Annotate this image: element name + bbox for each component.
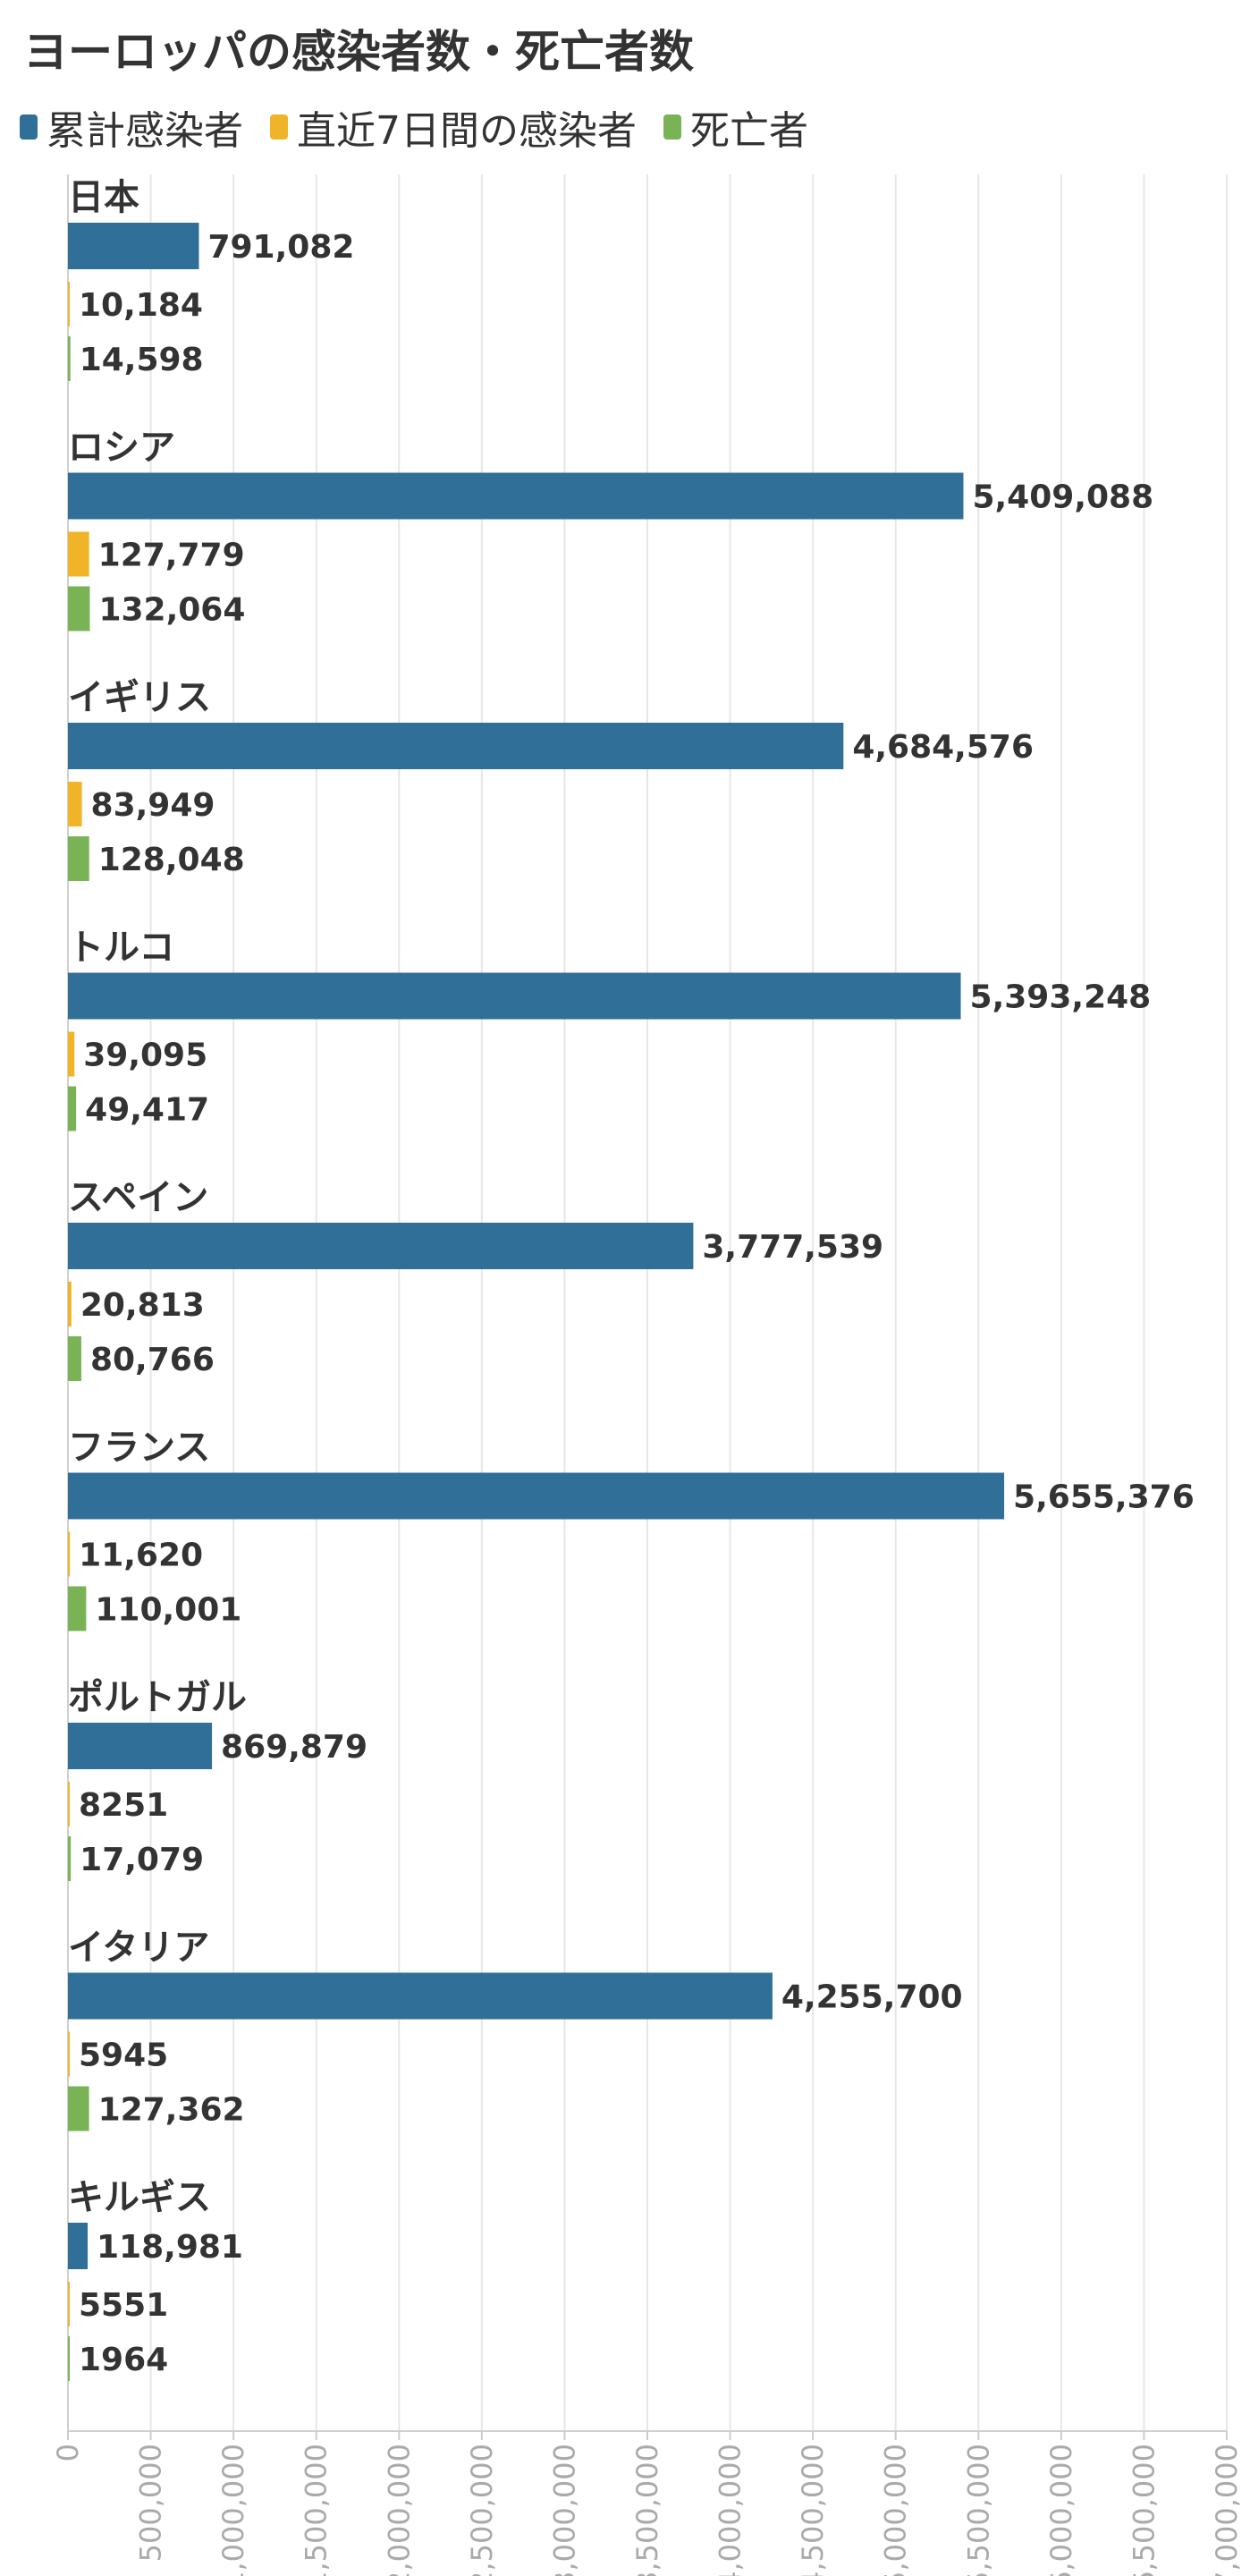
- x-tick-label-4: 2,000,000: [382, 2444, 416, 2576]
- data-label-recent-7: 5945: [79, 2038, 168, 2074]
- legend-label-cumulative: 累計感染者: [46, 108, 243, 154]
- category-label-5: フランス: [68, 1428, 210, 1469]
- bar-cumulative-1[interactable]: [68, 472, 964, 520]
- x-tick-label-11: 5,500,000: [961, 2444, 995, 2576]
- data-label-cumulative-6: 869,879: [221, 1729, 367, 1766]
- data-label-deaths-6: 17,079: [80, 1842, 204, 1878]
- bar-recent-7[interactable]: [68, 2031, 70, 2077]
- bar-cumulative-2[interactable]: [68, 723, 844, 769]
- data-label-deaths-8: 1964: [79, 2342, 168, 2378]
- data-label-cumulative-3: 5,393,248: [970, 979, 1152, 1016]
- category-label-8: キルギス: [68, 2177, 211, 2218]
- chart-title: ヨーロッパの感染者数・死亡者数: [23, 26, 694, 78]
- bar-recent-8[interactable]: [68, 2282, 70, 2326]
- category-label-2: イギリス: [68, 677, 211, 718]
- x-tick-label-2: 1,000,000: [216, 2444, 250, 2576]
- data-label-recent-8: 5551: [79, 2287, 168, 2324]
- bar-recent-2[interactable]: [68, 782, 82, 826]
- data-label-deaths-3: 49,417: [85, 1092, 209, 1129]
- data-label-cumulative-0: 791,082: [207, 229, 354, 266]
- legend-item-cumulative[interactable]: 累計感染者: [20, 98, 243, 156]
- x-tick-label-3: 1,500,000: [300, 2444, 334, 2576]
- data-label-cumulative-4: 3,777,539: [702, 1229, 883, 1266]
- data-label-cumulative-5: 5,655,376: [1013, 1479, 1195, 1516]
- data-label-cumulative-7: 4,255,700: [781, 1979, 963, 2016]
- category-label-1: ロシア: [68, 428, 175, 469]
- legend-swatch-cumulative: [20, 114, 38, 140]
- bar-cumulative-0[interactable]: [68, 223, 199, 269]
- bar-cumulative-4[interactable]: [68, 1223, 694, 1269]
- bar-recent-5[interactable]: [68, 1531, 71, 1577]
- x-tick-label-7: 3,500,000: [630, 2444, 664, 2576]
- x-tick-label-5: 2,500,000: [465, 2444, 499, 2576]
- legend-item-recent-7-days[interactable]: 直近7日間の感染者: [270, 98, 637, 156]
- x-tick-label-14: 7,000,000: [1210, 2444, 1244, 2576]
- category-label-3: トルコ: [68, 928, 174, 969]
- x-tick-label-13: 6,500,000: [1127, 2444, 1161, 2576]
- bar-cumulative-5[interactable]: [68, 1472, 1005, 1520]
- data-label-deaths-4: 80,766: [90, 1342, 215, 1378]
- category-label-0: 日本: [68, 177, 139, 218]
- x-tick-label-8: 4,000,000: [714, 2444, 747, 2576]
- data-label-deaths-1: 132,064: [98, 592, 245, 629]
- data-label-recent-0: 10,184: [79, 287, 203, 324]
- legend: 累計感染者 直近7日間の感染者 死亡者: [20, 98, 808, 156]
- data-label-deaths-7: 127,362: [98, 2092, 245, 2129]
- bar-deaths-3[interactable]: [68, 1086, 77, 1131]
- data-label-cumulative-8: 118,981: [97, 2229, 243, 2266]
- data-label-recent-2: 83,949: [91, 787, 215, 824]
- data-label-cumulative-1: 5,409,088: [972, 479, 1153, 516]
- data-label-cumulative-2: 4,684,576: [852, 729, 1034, 766]
- bar-cumulative-6[interactable]: [68, 1723, 213, 1769]
- x-tick-label-12: 6,000,000: [1044, 2444, 1078, 2576]
- data-label-deaths-5: 110,001: [95, 1592, 241, 1629]
- bar-deaths-1[interactable]: [68, 586, 90, 631]
- data-label-deaths-0: 14,598: [80, 342, 204, 378]
- x-tick-label-6: 3,000,000: [547, 2444, 581, 2576]
- data-label-deaths-2: 128,048: [98, 842, 245, 878]
- bar-cumulative-7[interactable]: [68, 1972, 773, 2020]
- x-tick-label-0: 0: [51, 2444, 85, 2462]
- bar-cumulative-8[interactable]: [68, 2223, 89, 2269]
- bar-deaths-6[interactable]: [68, 1836, 72, 1881]
- bar-deaths-8[interactable]: [68, 2336, 70, 2381]
- category-label-7: イタリア: [68, 1928, 209, 1969]
- bar-recent-1[interactable]: [68, 531, 89, 577]
- bar-recent-3[interactable]: [68, 1031, 75, 1077]
- legend-swatch-deaths: [663, 114, 681, 140]
- bar-deaths-4[interactable]: [68, 1336, 81, 1381]
- legend-label-deaths: 死亡者: [690, 108, 808, 154]
- category-label-6: ポルトガル: [68, 1677, 247, 1718]
- bar-deaths-2[interactable]: [68, 836, 89, 881]
- bar-recent-0[interactable]: [68, 282, 70, 326]
- x-tick-label-9: 4,500,000: [796, 2444, 830, 2576]
- legend-swatch-recent-7-days: [270, 114, 288, 140]
- legend-item-deaths[interactable]: 死亡者: [663, 98, 808, 156]
- bar-recent-6[interactable]: [68, 1782, 70, 1826]
- bar-deaths-5[interactable]: [68, 1586, 87, 1631]
- data-label-recent-1: 127,779: [98, 538, 245, 574]
- bar-cumulative-3[interactable]: [68, 972, 961, 1020]
- data-label-recent-6: 8251: [79, 1787, 168, 1824]
- data-label-recent-5: 11,620: [79, 1538, 203, 1574]
- bar-deaths-0[interactable]: [68, 336, 71, 381]
- x-tick-label-10: 5,000,000: [879, 2444, 913, 2576]
- category-label-4: スペイン: [68, 1177, 208, 1218]
- data-label-recent-3: 39,095: [83, 1038, 207, 1074]
- bar-deaths-7[interactable]: [68, 2086, 89, 2131]
- x-tick-label-1: 500,000: [134, 2444, 168, 2562]
- legend-label-recent-7-days: 直近7日間の感染者: [297, 108, 637, 154]
- data-label-recent-4: 20,813: [80, 1287, 205, 1324]
- bar-recent-4[interactable]: [68, 1282, 72, 1326]
